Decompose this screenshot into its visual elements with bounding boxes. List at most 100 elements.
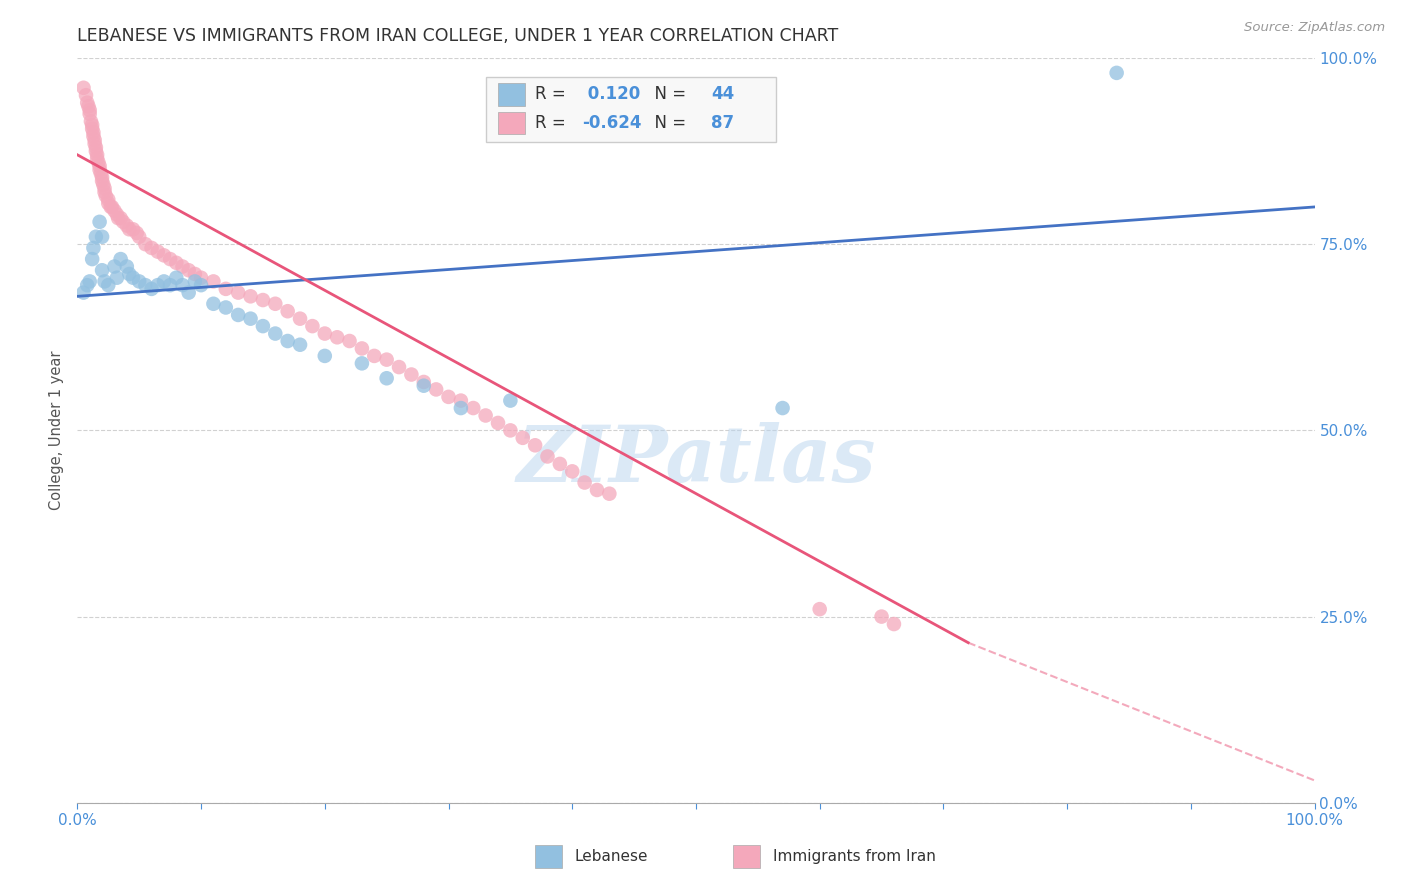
Point: [536, 450, 558, 464]
Point: [112, 215, 135, 229]
Text: R =: R =: [536, 114, 571, 132]
Point: [82, 121, 104, 136]
Point: [122, 222, 145, 236]
Text: 0.120: 0.120: [582, 86, 640, 103]
Point: [314, 326, 336, 341]
Point: [128, 229, 150, 244]
Point: [412, 375, 434, 389]
Text: LEBANESE VS IMMIGRANTS FROM IRAN COLLEGE, UNDER 1 YEAR CORRELATION CHART: LEBANESE VS IMMIGRANTS FROM IRAN COLLEGE…: [77, 28, 838, 45]
Text: ZIPatlas: ZIPatlas: [516, 422, 876, 499]
Point: [586, 483, 609, 497]
Point: [141, 282, 163, 296]
Point: [177, 263, 200, 277]
Point: [146, 278, 169, 293]
Point: [363, 349, 385, 363]
Point: [437, 390, 460, 404]
Point: [84, 140, 107, 154]
Point: [90, 166, 112, 180]
Point: [412, 378, 434, 392]
FancyBboxPatch shape: [485, 77, 776, 142]
Point: [388, 360, 411, 375]
Text: Lebanese: Lebanese: [575, 849, 648, 864]
Point: [115, 260, 138, 274]
Point: [93, 274, 115, 288]
Point: [177, 285, 200, 300]
Point: [277, 304, 299, 318]
Point: [215, 301, 238, 315]
Point: [401, 368, 423, 382]
Point: [97, 196, 120, 211]
Point: [450, 393, 472, 408]
Point: [91, 170, 114, 185]
Point: [172, 260, 194, 274]
Point: [128, 274, 150, 288]
Point: [375, 352, 398, 367]
Point: [159, 278, 181, 293]
Point: [1105, 66, 1128, 80]
Bar: [536, 846, 562, 868]
Point: [463, 401, 485, 415]
Point: [215, 282, 238, 296]
Point: [598, 486, 620, 500]
Point: [264, 326, 287, 341]
Point: [100, 200, 122, 214]
Point: [350, 342, 373, 356]
Bar: [733, 846, 761, 868]
Point: [83, 133, 105, 147]
Point: [226, 285, 249, 300]
Point: [146, 244, 169, 259]
Point: [239, 289, 262, 303]
Text: 44: 44: [711, 86, 734, 103]
Point: [86, 148, 108, 162]
Point: [226, 308, 249, 322]
Point: [134, 237, 156, 252]
Point: [277, 334, 299, 348]
Point: [86, 152, 108, 166]
Point: [97, 193, 120, 207]
Point: [82, 118, 104, 132]
Point: [79, 107, 101, 121]
Point: [202, 297, 225, 311]
Point: [76, 278, 98, 293]
Point: [84, 144, 107, 158]
Point: [105, 270, 128, 285]
Point: [375, 371, 398, 385]
Point: [75, 88, 97, 103]
Point: [425, 383, 447, 397]
Point: [883, 617, 905, 632]
Point: [91, 178, 114, 192]
Point: [80, 114, 103, 128]
Point: [153, 274, 176, 288]
Point: [499, 393, 522, 408]
Point: [91, 263, 114, 277]
Point: [190, 278, 212, 293]
Point: [350, 356, 373, 370]
Point: [184, 274, 207, 288]
Point: [474, 409, 496, 423]
Point: [184, 267, 207, 281]
Point: [808, 602, 831, 616]
Point: [870, 609, 893, 624]
Point: [190, 270, 212, 285]
Point: [141, 241, 163, 255]
Point: [89, 215, 111, 229]
Text: N =: N =: [644, 114, 692, 132]
Point: [118, 267, 141, 281]
Point: [91, 229, 114, 244]
Point: [252, 319, 274, 334]
Point: [110, 252, 132, 266]
Point: [82, 129, 104, 144]
Point: [125, 226, 148, 240]
Point: [103, 203, 125, 218]
Point: [153, 248, 176, 262]
Point: [82, 252, 104, 266]
Point: [314, 349, 336, 363]
Point: [97, 278, 120, 293]
Bar: [498, 83, 526, 105]
Point: [512, 431, 534, 445]
Point: [499, 423, 522, 437]
Point: [87, 155, 110, 169]
Point: [82, 125, 104, 139]
Y-axis label: College, Under 1 year: College, Under 1 year: [49, 351, 65, 510]
Text: -0.624: -0.624: [582, 114, 641, 132]
